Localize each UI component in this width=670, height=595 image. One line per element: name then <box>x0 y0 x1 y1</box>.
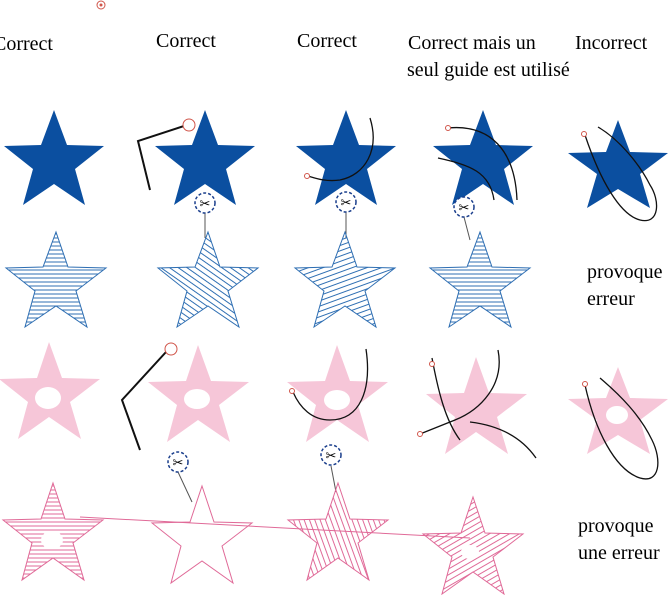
column-header-4-line2: seul guide est utilisé <box>407 59 570 81</box>
row1-star-2 <box>136 110 255 205</box>
row3-star-1 <box>0 342 100 439</box>
column-header-5: Incorrect <box>575 32 648 54</box>
row1-star-4 <box>433 110 533 205</box>
row2-note-line1: provoque <box>587 261 663 283</box>
row3-star-3 <box>287 345 388 442</box>
row2-star-4 <box>428 230 532 329</box>
scissors-icon: ✂ <box>194 192 216 238</box>
column-header-2: Correct <box>156 30 216 52</box>
scissors-icon: ✂ <box>320 444 342 493</box>
column-header-4: Correct mais un <box>408 32 536 54</box>
row2-star-1 <box>4 230 108 329</box>
row4-star-4 <box>421 495 525 595</box>
jump-stitch-line <box>79 516 471 539</box>
svg-text:✂: ✂ <box>326 448 337 463</box>
row4-note-line1: provoque <box>578 515 654 537</box>
svg-text:✂: ✂ <box>459 200 470 215</box>
scissors-icon: ✂ <box>335 191 357 238</box>
row4-star-2 <box>150 484 254 585</box>
svg-text:✂: ✂ <box>341 195 352 210</box>
row3-star-2 <box>120 342 249 451</box>
svg-text:✂: ✂ <box>173 455 184 470</box>
row1-star-3 <box>296 110 396 205</box>
row2-star-3 <box>293 230 397 329</box>
svg-text:✂: ✂ <box>200 196 211 211</box>
row2-note-line2: erreur <box>587 288 635 310</box>
row2-star-2 <box>156 230 260 329</box>
guide-marker-icon <box>182 118 196 132</box>
scissors-icon: ✂ <box>453 196 475 241</box>
row4-star-3 <box>286 481 390 582</box>
row3-star-5 <box>568 367 668 480</box>
column-header-1: Correct <box>0 33 53 55</box>
column-header-3: Correct <box>297 30 357 52</box>
row1-star-1 <box>4 110 104 205</box>
row1-star-5 <box>568 120 668 222</box>
guide-marker-icon <box>164 342 178 356</box>
row4-star-1 <box>1 481 105 582</box>
scissors-icon: ✂ <box>167 451 193 503</box>
row3-star-4 <box>417 349 537 459</box>
top-marker-icon <box>96 0 106 10</box>
row4-note-line2: une erreur <box>578 542 660 564</box>
